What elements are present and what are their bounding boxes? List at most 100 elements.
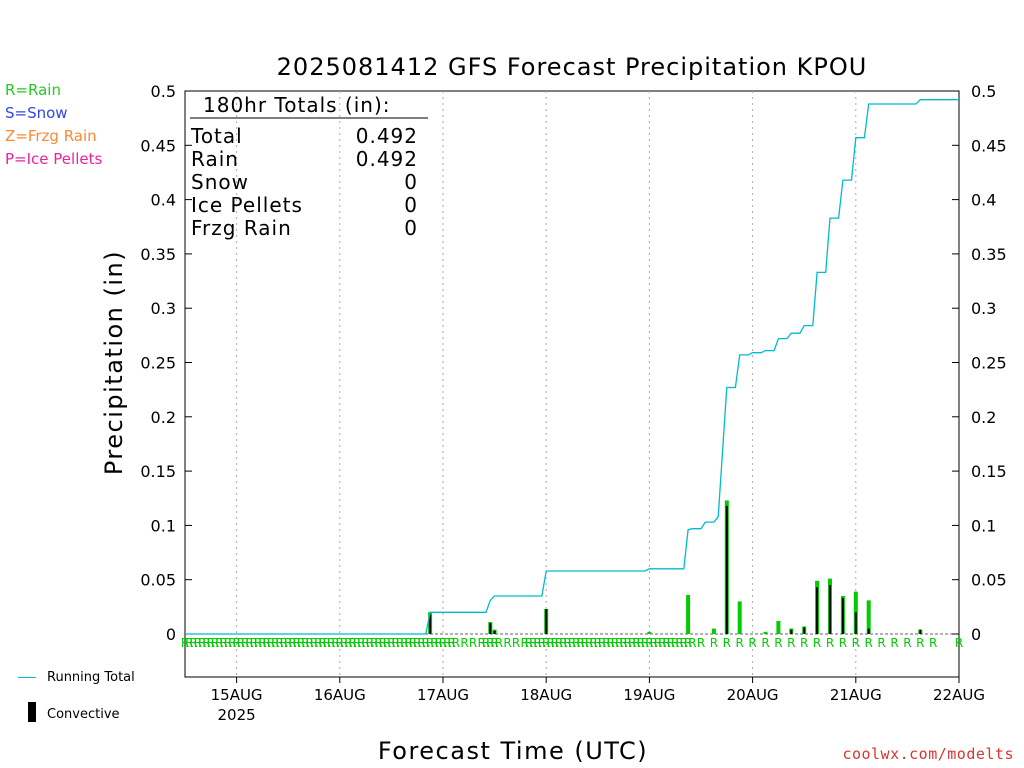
precip-type-mark: R xyxy=(671,636,679,650)
plot-frame xyxy=(184,90,960,678)
precip-type-mark: R xyxy=(637,636,645,650)
precip-type-mark: R xyxy=(852,636,860,650)
precip-type-mark: R xyxy=(761,636,769,650)
precip-type-mark: R xyxy=(207,636,215,650)
precip-type-mark: R xyxy=(460,636,468,650)
precip-type-mark: R xyxy=(275,636,283,650)
totals-header: 180hr Totals (in): xyxy=(203,93,391,117)
precip-type-mark: R xyxy=(615,636,623,650)
precip-type-mark: R xyxy=(331,636,339,650)
precip-type-mark: R xyxy=(533,636,541,650)
precip-type-mark: R xyxy=(916,636,924,650)
precip-type-mark: R xyxy=(641,636,649,650)
x-tick-label: 17AUG xyxy=(417,686,469,704)
y-tick-label-left: 0.25 xyxy=(140,354,176,373)
totals-row-label: Frzg Rain xyxy=(191,216,292,240)
legend-rain: R=Rain xyxy=(5,81,61,99)
credit-link[interactable]: coolwx.com/modelts xyxy=(842,745,1014,763)
precip-type-mark: R xyxy=(555,636,563,650)
precip-type-mark: R xyxy=(439,636,447,650)
precip-type-mark: R xyxy=(379,636,387,650)
precip-type-mark: R xyxy=(435,636,443,650)
precip-type-mark: R xyxy=(559,636,567,650)
precip-type-mark: R xyxy=(323,636,331,650)
x-tick-label: 18AUG xyxy=(520,686,572,704)
precip-type-mark: R xyxy=(800,636,808,650)
precip-type-mark: R xyxy=(452,636,460,650)
y-tick-label-right: 0.15 xyxy=(971,462,1007,481)
rain-bar xyxy=(711,628,716,634)
rain-bar xyxy=(763,631,768,634)
convective-bar xyxy=(803,627,806,634)
totals-row-label: Rain xyxy=(191,147,239,171)
rain-bar xyxy=(866,600,871,634)
precip-type-mark: R xyxy=(490,636,498,650)
precip-type-mark: R xyxy=(336,636,344,650)
precip-type-mark: R xyxy=(357,636,365,650)
precip-type-mark: R xyxy=(667,636,675,650)
precip-type-mark: R xyxy=(306,636,314,650)
precip-type-mark: R xyxy=(495,636,503,650)
y-axis-label: Precipitation (in) xyxy=(100,250,128,475)
precip-type-mark: R xyxy=(237,636,245,650)
precip-type-mark: R xyxy=(267,636,275,650)
precip-type-mark: R xyxy=(293,636,301,650)
totals-row-value: 0.492 xyxy=(356,147,418,171)
precip-type-mark: R xyxy=(585,636,593,650)
precip-type-mark: R xyxy=(658,636,666,650)
precip-type-mark: R xyxy=(723,636,731,650)
running-total-legend-label: Running Total xyxy=(47,670,135,685)
y-tick-label-right: 0.45 xyxy=(971,136,1007,155)
running-total-legend-line xyxy=(18,677,36,678)
precip-type-mark: R xyxy=(181,636,189,650)
totals-row-label: Ice Pellets xyxy=(191,193,303,217)
precip-type-mark: R xyxy=(576,636,584,650)
precip-type-mark: R xyxy=(224,636,232,650)
precip-type-mark: R xyxy=(551,636,559,650)
precip-type-mark: R xyxy=(185,636,193,650)
precip-type-mark: R xyxy=(258,636,266,650)
precip-type-mark: R xyxy=(486,636,494,650)
precip-type-mark: R xyxy=(955,636,963,650)
precip-type-mark: R xyxy=(594,636,602,650)
y-tick-label-left: 0.15 xyxy=(140,462,176,481)
precip-type-mark: R xyxy=(748,636,756,650)
precip-type-mark: R xyxy=(202,636,210,650)
convective-legend-label: Convective xyxy=(47,707,120,722)
precip-type-mark: R xyxy=(839,636,847,650)
legend-snow: S=Snow xyxy=(5,104,68,122)
precip-type-mark: R xyxy=(680,636,688,650)
precip-type-mark: R xyxy=(301,636,309,650)
totals-row-value: 0 xyxy=(404,170,418,194)
precip-type-mark: R xyxy=(404,636,412,650)
precip-type-mark: R xyxy=(396,636,404,650)
precip-type-mark: R xyxy=(344,636,352,650)
precip-type-mark: R xyxy=(314,636,322,650)
precip-type-mark: R xyxy=(417,636,425,650)
precip-type-mark: R xyxy=(263,636,271,650)
precip-type-mark: R xyxy=(430,636,438,650)
precip-type-mark: R xyxy=(662,636,670,650)
x-tick-label: 15AUG xyxy=(211,686,263,704)
precip-type-mark: R xyxy=(232,636,240,650)
rain-bar xyxy=(737,601,742,634)
precip-type-mark: R xyxy=(284,636,292,650)
precip-type-mark: R xyxy=(607,636,615,650)
convective-bar xyxy=(489,623,492,634)
y-tick-label-right: 0.05 xyxy=(971,571,1007,590)
precip-type-mark: R xyxy=(628,636,636,650)
convective-bar xyxy=(919,629,922,634)
precip-type-mark: R xyxy=(890,636,898,650)
precip-type-mark: R xyxy=(297,636,305,650)
y-tick-label-right: 0.5 xyxy=(971,82,996,101)
precip-type-mark: R xyxy=(546,636,554,650)
precip-type-mark: R xyxy=(521,636,529,650)
convective-bar xyxy=(429,614,432,634)
precip-type-mark: R xyxy=(589,636,597,650)
x-axis-label: Forecast Time (UTC) xyxy=(378,737,648,765)
precip-type-mark: R xyxy=(675,636,683,650)
y-tick-label-right: 0.25 xyxy=(971,354,1007,373)
legend-frzg-rain: Z=Frzg Rain xyxy=(5,127,97,145)
totals-row-value: 0.492 xyxy=(356,124,418,148)
